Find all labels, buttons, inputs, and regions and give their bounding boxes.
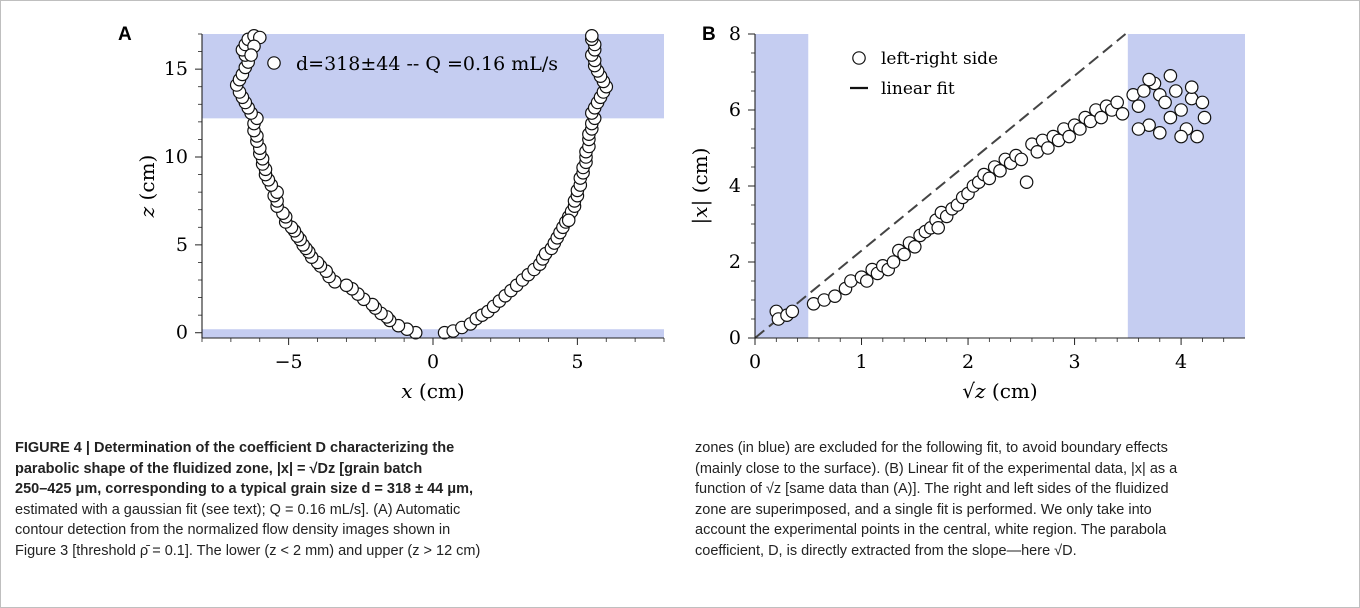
legend-label: linear fit: [881, 79, 955, 99]
data-point: [1163, 69, 1178, 83]
y-tick-label: 4: [729, 175, 741, 197]
data-point: [1131, 99, 1146, 113]
panel-b-letter: B: [702, 24, 716, 45]
excluded-zone: [202, 329, 664, 338]
data-point: [1197, 110, 1212, 125]
x-tick-label: 5: [571, 351, 583, 373]
data-point: [1094, 110, 1108, 125]
caption-line: estimated with a gaussian fit (see text)…: [15, 501, 461, 518]
data-point: [1115, 107, 1130, 121]
caption-right-column: zones (in blue) are excluded for the fol…: [695, 438, 1345, 561]
x-tick-label: 1: [855, 351, 867, 373]
caption-line: 250–425 μm, corresponding to a typical g…: [15, 481, 474, 497]
data-point: [1195, 95, 1210, 110]
data-point: [931, 221, 945, 235]
panel-a-plot: −5 0 5 0 5 10 15 x (cm) z (cm) d=318±44 -- Q =0.1…: [135, 28, 665, 403]
data-point: [584, 28, 599, 43]
data-point: [982, 171, 997, 186]
y-tick-label: 15: [164, 58, 188, 80]
legend-label: left-right side: [881, 49, 998, 69]
excluded-zone: [755, 34, 809, 338]
legend-marker: [267, 56, 281, 70]
y-tick-label: 10: [164, 146, 188, 168]
data-point: [1019, 175, 1034, 189]
data-point: [1158, 95, 1172, 110]
data-point: [1190, 129, 1204, 144]
caption-line: zones (in blue) are excluded for the fol…: [695, 440, 1168, 456]
caption-left-column: FIGURE 4 | Determination of the coeffici…: [15, 438, 670, 561]
y-tick-label: 2: [729, 251, 741, 273]
x-tick-label: 0: [427, 351, 439, 373]
panel-b-plot: 0 1 2 3 4 0 2 4 6 8 √z (cm) |x| (cm) left-right side…: [688, 23, 1245, 403]
caption-line: function of √z [same data than (A)]. The…: [695, 481, 1169, 497]
x-tick-label: 4: [1175, 351, 1187, 373]
y-axis-label: z (cm): [135, 155, 159, 219]
data-point: [1153, 126, 1167, 140]
data-point: [1142, 72, 1156, 87]
x-tick-label: 0: [749, 351, 761, 373]
excluded-zone: [202, 34, 664, 119]
caption-line: zone are superimposed, and a single fit …: [695, 501, 1152, 518]
data-point: [907, 240, 922, 254]
data-point: [1137, 84, 1151, 98]
caption-line: contour detection from the normalized fl…: [15, 522, 451, 538]
y-tick-label: 0: [176, 322, 188, 344]
caption-line: coefficient, D, is directly extracted fr…: [695, 542, 1077, 559]
data-point: [859, 274, 874, 288]
y-tick-label: 0: [729, 327, 741, 349]
data-point: [1110, 95, 1124, 110]
data-point: [561, 213, 576, 228]
data-point: [1073, 122, 1087, 136]
y-axis-label: |x| (cm): [688, 148, 713, 225]
data-point: [339, 278, 354, 293]
data-point: [1062, 129, 1076, 144]
x-axis-label: √z (cm): [962, 379, 1037, 403]
data-point: [897, 247, 911, 262]
data-point: [993, 164, 1007, 178]
data-point: [1131, 122, 1146, 136]
x-axis-label: x (cm): [401, 379, 464, 403]
x-tick-label: 2: [962, 351, 974, 373]
data-point: [1174, 103, 1188, 117]
data-point: [886, 255, 901, 269]
x-tick-label: −5: [275, 351, 303, 373]
y-tick-label: 5: [176, 234, 188, 256]
data-point: [828, 289, 842, 303]
caption-line: (mainly close to the surface). (B) Linea…: [695, 460, 1178, 477]
caption-line: parabolic shape of the fluidized zone, |…: [15, 460, 423, 477]
data-point: [1174, 129, 1188, 144]
data-point: [1184, 80, 1199, 94]
legend-marker: [852, 51, 866, 65]
data-point: [1014, 152, 1029, 167]
caption-line: account the experimental points in the c…: [695, 522, 1167, 538]
caption-line: Figure 3 [threshold ρ̄ = 0.1]. The lower…: [15, 542, 481, 559]
data-point: [244, 48, 258, 62]
panel-a-letter: A: [118, 24, 132, 45]
x-tick-label: 3: [1069, 351, 1081, 373]
linear-fit-line: [754, 33, 1127, 339]
y-tick-label: 6: [729, 99, 741, 121]
data-point: [1169, 84, 1183, 98]
caption-line: FIGURE 4 | Determination of the coeffici…: [15, 440, 455, 456]
data-point: [1041, 141, 1055, 155]
data-point: [785, 304, 800, 319]
y-tick-label: 8: [729, 23, 741, 45]
legend-label: d=318±44 -- Q =0.16 mL/s: [296, 53, 558, 75]
data-point: [1163, 110, 1178, 125]
